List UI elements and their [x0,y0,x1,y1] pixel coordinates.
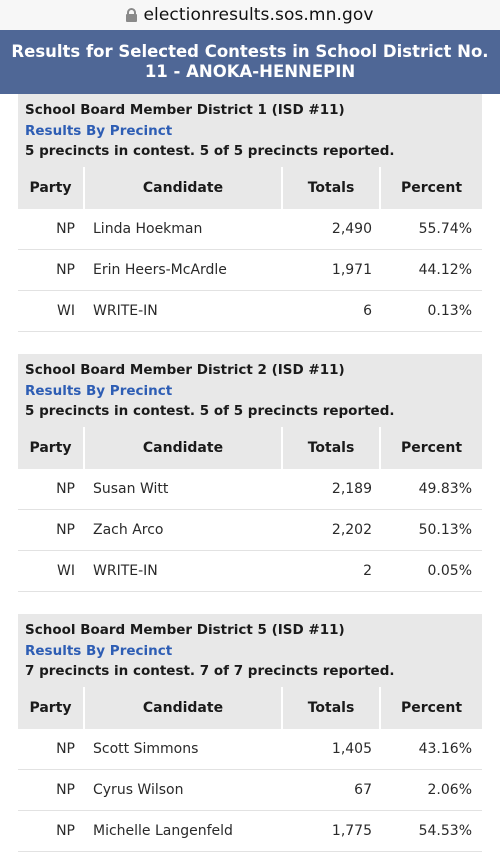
col-totals: Totals [281,686,380,729]
results-by-precinct-link[interactable]: Results By Precinct [25,382,173,399]
percent-cell: 44.12% [380,249,482,291]
percent-cell: 2.06% [380,769,482,811]
candidate-cell: Linda Hoekman [84,208,282,250]
table-row: NP Erin Heers-McArdle 1,971 44.12% [18,249,482,291]
totals-cell: 2,490 [282,208,380,250]
table-row: WI WRITE-IN 2 0.05% [18,550,482,592]
url-text: electionresults.sos.mn.gov [143,5,374,25]
contest-spacer [0,332,500,354]
party-cell: NP [18,728,84,770]
table-row: NP Scott Simmons 1,405 43.16% [18,728,482,770]
table-header-row: Party Candidate Totals Percent [18,166,482,209]
party-cell: NP [18,810,84,852]
party-cell: WI [18,290,84,332]
candidate-cell: Cyrus Wilson [84,769,282,811]
party-cell: NP [18,249,84,291]
party-cell: WI [18,550,84,592]
table-row: WI WRITE-IN 6 0.13% [18,290,482,332]
precinct-count: 5 precincts in contest. 5 of 5 precincts… [25,403,395,419]
lock-icon [126,8,138,22]
results-table: Party Candidate Totals Percent NP Scott … [18,686,482,852]
totals-cell: 1,775 [282,810,380,852]
address-bar[interactable]: electionresults.sos.mn.gov [0,0,500,30]
col-percent: Percent [379,426,482,469]
totals-cell: 67 [282,769,380,811]
contest-list: School Board Member District 1 (ISD #11)… [0,94,500,852]
totals-cell: 2,202 [282,509,380,551]
candidate-cell: Erin Heers-McArdle [84,249,282,291]
results-table: Party Candidate Totals Percent NP Susan … [18,426,482,592]
results-by-precinct-link[interactable]: Results By Precinct [25,642,173,659]
table-row: NP Zach Arco 2,202 50.13% [18,509,482,551]
contest-title: School Board Member District 5 (ISD #11) [25,622,345,638]
col-party: Party [18,426,84,469]
totals-cell: 2 [282,550,380,592]
candidate-cell: Scott Simmons [84,728,282,770]
totals-cell: 1,971 [282,249,380,291]
contest-header: School Board Member District 2 (ISD #11)… [18,354,482,427]
totals-cell: 6 [282,290,380,332]
contest-header: School Board Member District 1 (ISD #11)… [18,94,482,167]
col-candidate: Candidate [83,686,282,729]
table-header-row: Party Candidate Totals Percent [18,426,482,469]
results-table: Party Candidate Totals Percent NP Linda … [18,166,482,332]
table-row: NP Cyrus Wilson 67 2.06% [18,769,482,811]
contest-header: School Board Member District 5 (ISD #11)… [18,614,482,687]
contest-spacer [0,592,500,614]
party-cell: NP [18,769,84,811]
totals-cell: 2,189 [282,468,380,510]
contest-title: School Board Member District 2 (ISD #11) [25,362,345,378]
table-row: NP Susan Witt 2,189 49.83% [18,468,482,510]
percent-cell: 49.83% [380,468,482,510]
precinct-count: 7 precincts in contest. 7 of 7 precincts… [25,663,395,679]
candidate-cell: Zach Arco [84,509,282,551]
col-totals: Totals [281,426,380,469]
table-row: NP Linda Hoekman 2,490 55.74% [18,208,482,250]
party-cell: NP [18,509,84,551]
percent-cell: 43.16% [380,728,482,770]
col-party: Party [18,686,84,729]
table-header-row: Party Candidate Totals Percent [18,686,482,729]
candidate-cell: WRITE-IN [84,550,282,592]
table-row: NP Michelle Langenfeld 1,775 54.53% [18,810,482,852]
col-totals: Totals [281,166,380,209]
party-cell: NP [18,208,84,250]
results-by-precinct-link[interactable]: Results By Precinct [25,122,173,139]
candidate-cell: Michelle Langenfeld [84,810,282,852]
totals-cell: 1,405 [282,728,380,770]
candidate-cell: WRITE-IN [84,290,282,332]
contest-1: School Board Member District 2 (ISD #11)… [18,354,482,592]
contest-2: School Board Member District 5 (ISD #11)… [18,614,482,852]
percent-cell: 54.53% [380,810,482,852]
col-percent: Percent [379,686,482,729]
page-banner: Results for Selected Contests in School … [0,30,500,94]
percent-cell: 50.13% [380,509,482,551]
percent-cell: 55.74% [380,208,482,250]
party-cell: NP [18,468,84,510]
percent-cell: 0.05% [380,550,482,592]
candidate-cell: Susan Witt [84,468,282,510]
col-percent: Percent [379,166,482,209]
col-candidate: Candidate [83,426,282,469]
precinct-count: 5 precincts in contest. 5 of 5 precincts… [25,143,395,159]
col-candidate: Candidate [83,166,282,209]
contest-0: School Board Member District 1 (ISD #11)… [18,94,482,332]
percent-cell: 0.13% [380,290,482,332]
contest-title: School Board Member District 1 (ISD #11) [25,102,345,118]
col-party: Party [18,166,84,209]
